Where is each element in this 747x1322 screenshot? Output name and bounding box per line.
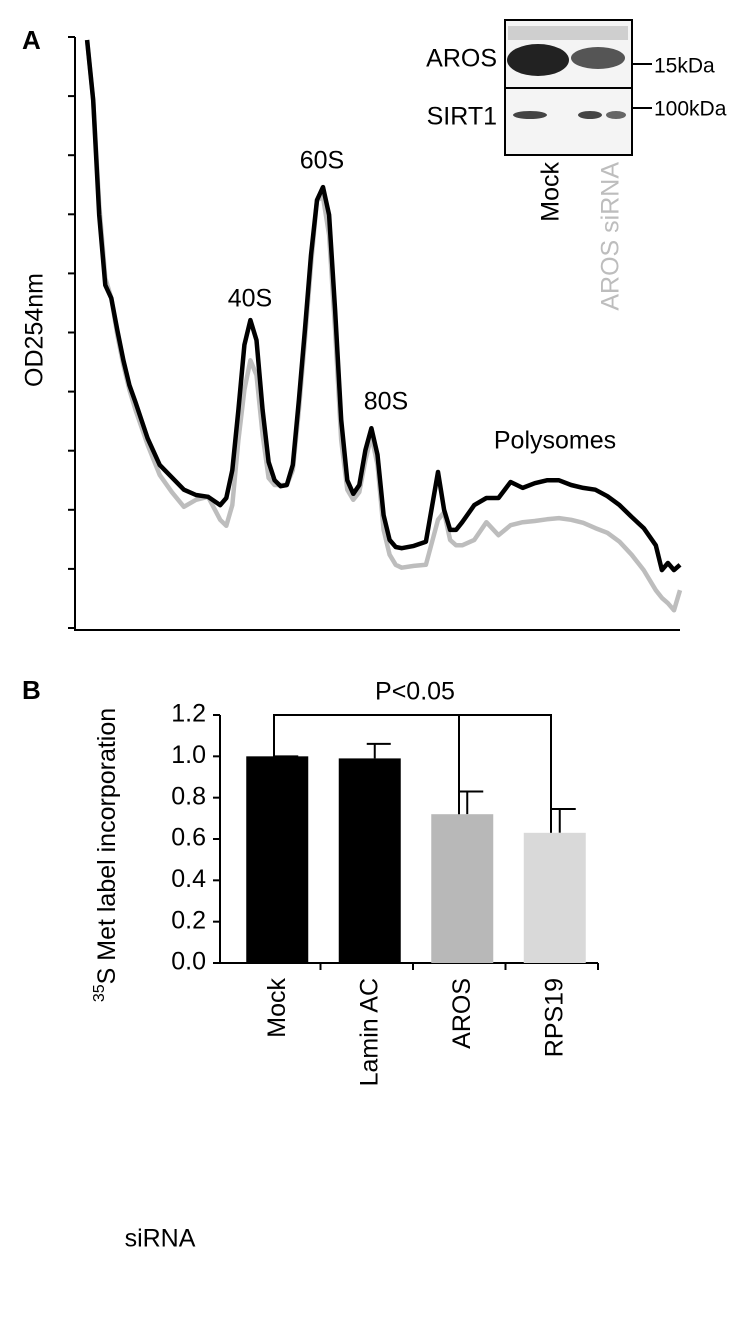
x-axis-label: siRNA [125,1225,196,1253]
blot-row-label: SIRT1 [427,103,497,131]
peak-label: Polysomes [494,427,616,455]
bar [338,758,401,963]
peak-label: 60S [300,147,344,175]
y-tick-label: 1.2 [171,700,206,728]
y-tick-label: 0.8 [171,782,206,810]
blot-band [513,111,547,119]
y-axis-label: 35S Met label incorporation [91,708,120,1002]
x-tick-label: Mock [263,978,291,1038]
x-tick-label: RPS19 [540,978,568,1057]
x-tick-label: Lamin AC [355,978,383,1086]
blot-band [606,111,626,119]
y-axis-label: OD254nm [21,273,49,387]
blot-inset: AROS SIRT1 15kDa 100kDa [426,19,727,156]
marker-label: 15kDa [654,55,715,78]
peak-label: 40S [228,285,272,313]
y-axis-label-main: S Met label incorporation [93,708,121,985]
x-tick-label: AROS [448,978,476,1049]
y-tick-label: 0.0 [171,948,206,976]
series-line [84,39,683,613]
series-line [84,39,682,573]
panel-label: A [22,25,41,55]
blot-band [571,47,625,69]
peak-label: 80S [364,388,408,416]
significance-label: P<0.05 [375,678,455,706]
bar [246,756,309,963]
significance-bracket [273,714,552,857]
y-tick-label: 0.6 [171,824,206,852]
bar [431,814,494,963]
bar [523,832,586,963]
y-tick-label: 1.0 [171,741,206,769]
y-tick-label: 0.2 [171,906,206,934]
legend-label: Mock [537,162,565,222]
y-axis-label-superscript: 35 [91,984,108,1002]
blot-band [578,111,602,119]
y-tick-label: 0.4 [171,865,206,893]
legend-label: AROS siRNA [597,162,625,311]
blot-background [508,26,628,40]
marker-label: 100kDa [654,98,727,121]
panel-label: B [22,675,41,705]
blot-band [507,44,569,76]
blot-row-label: AROS [426,45,497,73]
